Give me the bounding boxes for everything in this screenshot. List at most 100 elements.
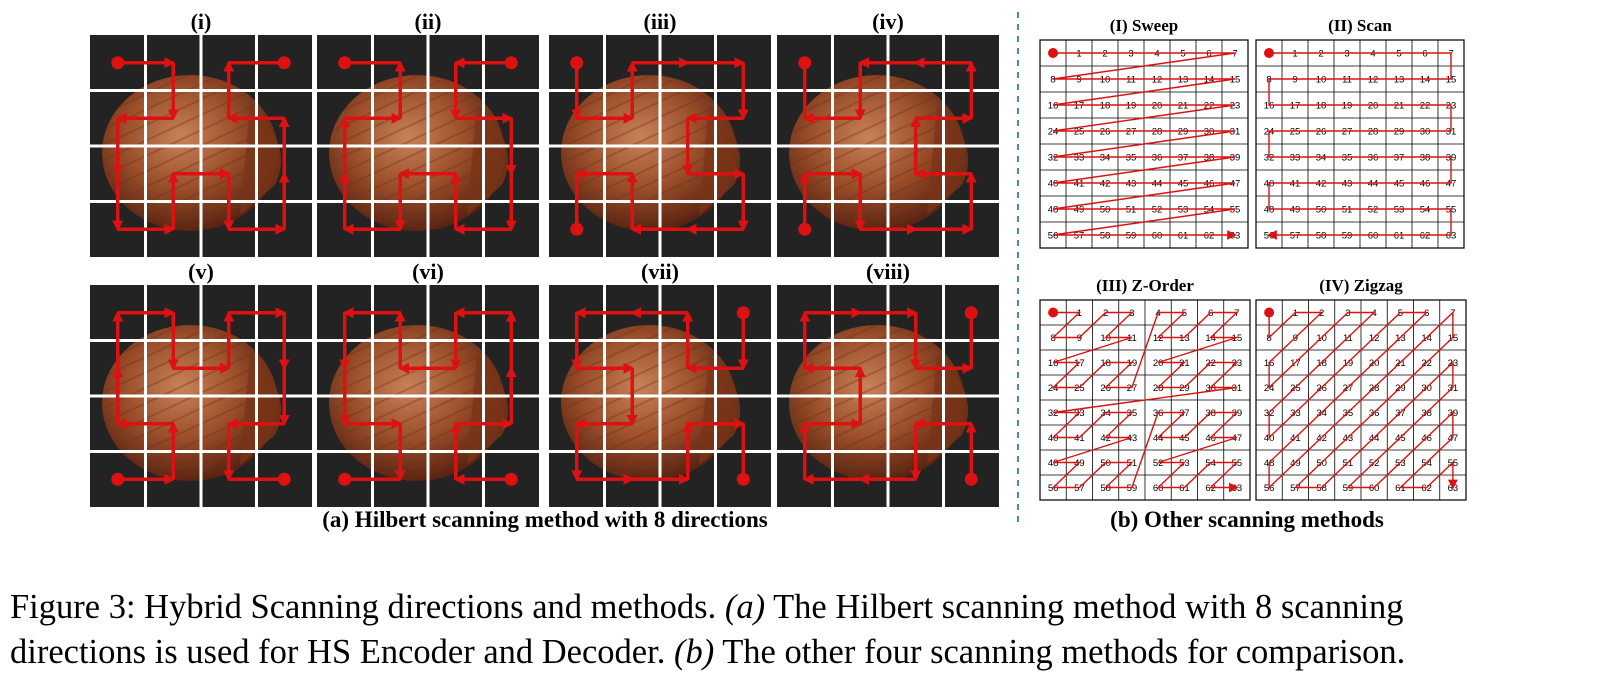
cell-number: 61 (1395, 483, 1406, 494)
cell-number: 62 (1205, 483, 1216, 494)
cell-number: 4 (1371, 308, 1376, 319)
cell-number: 50 (1100, 205, 1111, 216)
cell-number: 57 (1074, 231, 1085, 242)
cell-number: 53 (1394, 205, 1405, 216)
cell-number: 37 (1394, 153, 1405, 164)
cell-number: 61 (1178, 231, 1189, 242)
cell-number: 35 (1343, 408, 1354, 419)
cell-number: 44 (1152, 179, 1163, 190)
cell-number: 14 (1204, 75, 1215, 86)
cell-number: 45 (1394, 179, 1405, 190)
cell-number: 3 (1128, 49, 1133, 60)
cell-number: 1 (1077, 308, 1082, 319)
cell-number: 54 (1205, 458, 1216, 469)
cell-number: 35 (1126, 153, 1137, 164)
tile-label: (iv) (872, 9, 904, 34)
tile-label: (i) (191, 9, 212, 34)
caption-line-2: directions is used for HS Encoder and De… (10, 633, 1406, 671)
cell-number: 16 (1264, 101, 1275, 112)
cell-number: 42 (1316, 179, 1327, 190)
cell-number: 33 (1290, 153, 1301, 164)
cell-number: 49 (1290, 458, 1301, 469)
nut-tip (927, 105, 969, 215)
cell-number: 52 (1369, 458, 1380, 469)
cell-number: 58 (1100, 483, 1111, 494)
nut-tip (699, 105, 741, 215)
cell-number: 40 (1048, 433, 1059, 444)
scan-start-dot (1264, 48, 1274, 58)
cell-number: 24 (1264, 383, 1275, 394)
cell-number: 27 (1343, 383, 1354, 394)
cell-number: 56 (1264, 231, 1275, 242)
cell-number: 57 (1290, 231, 1301, 242)
scan-end-dot (277, 56, 291, 70)
cell-number: 27 (1342, 127, 1353, 138)
scan-start-dot (736, 306, 750, 320)
cell-number: 29 (1394, 127, 1405, 138)
cell-number: 58 (1316, 231, 1327, 242)
cell-number: 33 (1074, 408, 1085, 419)
cell-number: 5 (1396, 49, 1401, 60)
cell-number: 40 (1048, 179, 1059, 190)
cell-number: 26 (1100, 127, 1111, 138)
cell-number: 12 (1152, 75, 1163, 86)
cell-number: 2 (1318, 49, 1323, 60)
cell-number: 22 (1420, 101, 1431, 112)
cell-number: 9 (1076, 75, 1081, 86)
cell-number: 44 (1369, 433, 1380, 444)
cell-number: 13 (1178, 75, 1189, 86)
cell-number: 17 (1290, 101, 1301, 112)
cell-number: 1 (1293, 308, 1298, 319)
cell-number: 46 (1420, 179, 1431, 190)
cell-number: 26 (1316, 127, 1327, 138)
cell-number: 60 (1152, 231, 1163, 242)
scan-end-dot (277, 472, 291, 486)
grid-label: (I) Sweep (1110, 16, 1178, 35)
cell-number: 32 (1048, 408, 1059, 419)
cell-number: 56 (1048, 231, 1059, 242)
cell-number: 12 (1369, 333, 1380, 344)
cell-number: 17 (1290, 358, 1301, 369)
cell-number: 10 (1100, 333, 1111, 344)
cell-number: 20 (1153, 358, 1164, 369)
cell-number: 43 (1127, 433, 1138, 444)
caption-line-1: Figure 3: Hybrid Scanning directions and… (10, 588, 1404, 626)
cell-number: 34 (1100, 153, 1111, 164)
cell-number: 44 (1368, 179, 1379, 190)
cell-number: 41 (1290, 433, 1301, 444)
cell-number: 26 (1316, 383, 1327, 394)
cell-number: 41 (1074, 433, 1085, 444)
cell-number: 5 (1182, 308, 1187, 319)
cell-number: 51 (1343, 458, 1354, 469)
nut-tip (467, 355, 509, 465)
cell-number: 8 (1050, 75, 1055, 86)
scan-end-dot (964, 306, 978, 320)
hilbert-panel: (i) (ii) (iii) (iv) (v) (vi) (vii) (viii) (90, 9, 999, 507)
tile-label: (viii) (866, 259, 910, 284)
cell-number: 36 (1369, 408, 1380, 419)
nut-tip (927, 355, 969, 465)
cell-number: 55 (1232, 458, 1243, 469)
cell-number: 15 (1232, 333, 1243, 344)
cell-number: 7 (1234, 308, 1239, 319)
cell-number: 49 (1290, 205, 1301, 216)
cell-number: 37 (1395, 408, 1406, 419)
cell-number: 37 (1178, 153, 1189, 164)
cell-number: 3 (1344, 49, 1349, 60)
cell-number: 61 (1394, 231, 1405, 242)
cell-number: 10 (1316, 333, 1327, 344)
cell-number: 57 (1074, 483, 1085, 494)
scan-end-dot (338, 472, 352, 486)
panel-a-ref: (a) (724, 588, 766, 626)
cell-number: 42 (1316, 433, 1327, 444)
cell-number: 18 (1316, 101, 1327, 112)
cell-number: 21 (1179, 358, 1190, 369)
cell-number: 2 (1103, 308, 1108, 319)
cell-number: 43 (1342, 179, 1353, 190)
cell-number: 52 (1368, 205, 1379, 216)
cell-number: 12 (1368, 75, 1379, 86)
nut-tip (240, 105, 282, 215)
cell-number: 50 (1100, 458, 1111, 469)
scan-path (1267, 52, 1452, 240)
